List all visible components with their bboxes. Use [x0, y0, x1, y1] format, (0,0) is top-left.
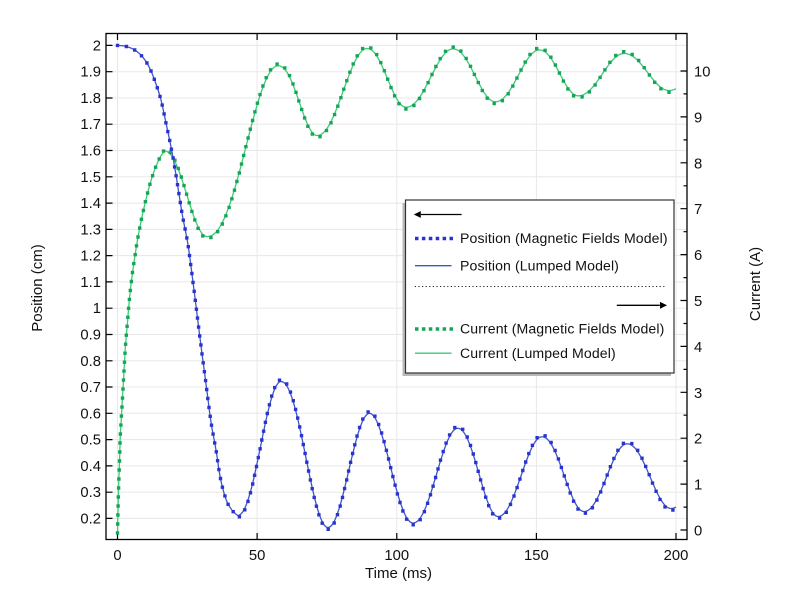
svg-text:Current (Magnetic Fields Model: Current (Magnetic Fields Model) — [460, 321, 664, 337]
svg-text:0: 0 — [113, 548, 121, 564]
svg-text:0.4: 0.4 — [80, 459, 101, 475]
svg-text:0.9: 0.9 — [80, 327, 101, 343]
svg-text:Position (Magnetic Fields Mode: Position (Magnetic Fields Model) — [460, 230, 668, 246]
svg-text:1.3: 1.3 — [80, 222, 101, 238]
svg-text:0.3: 0.3 — [80, 485, 101, 501]
svg-text:Time (ms): Time (ms) — [365, 565, 432, 582]
svg-text:2: 2 — [694, 432, 702, 448]
svg-text:10: 10 — [694, 65, 710, 81]
svg-text:7: 7 — [694, 202, 702, 218]
svg-text:3: 3 — [694, 386, 702, 402]
svg-text:4: 4 — [694, 340, 702, 356]
svg-text:1: 1 — [694, 478, 702, 494]
svg-text:100: 100 — [384, 548, 409, 564]
svg-text:1.4: 1.4 — [80, 196, 101, 212]
svg-text:200: 200 — [664, 548, 689, 564]
svg-text:1.7: 1.7 — [80, 117, 101, 133]
svg-text:Position (Lumped Model): Position (Lumped Model) — [460, 257, 619, 273]
svg-text:1.2: 1.2 — [80, 249, 101, 265]
svg-text:150: 150 — [524, 548, 549, 564]
svg-text:0: 0 — [694, 524, 702, 540]
svg-text:1.6: 1.6 — [80, 144, 101, 160]
svg-text:9: 9 — [694, 110, 702, 126]
svg-text:1.8: 1.8 — [80, 91, 101, 107]
svg-text:1.5: 1.5 — [80, 170, 101, 186]
svg-text:Current (Lumped Model): Current (Lumped Model) — [460, 345, 616, 361]
svg-text:8: 8 — [694, 156, 702, 172]
svg-text:0.2: 0.2 — [80, 511, 101, 527]
svg-text:1.1: 1.1 — [80, 275, 101, 291]
svg-text:1.9: 1.9 — [80, 65, 101, 81]
svg-text:2: 2 — [93, 38, 101, 54]
svg-text:0.7: 0.7 — [80, 380, 101, 396]
svg-text:Position (cm): Position (cm) — [29, 244, 46, 332]
svg-text:Current (A): Current (A) — [747, 247, 764, 321]
svg-text:6: 6 — [694, 248, 702, 264]
svg-text:0.5: 0.5 — [80, 433, 101, 449]
svg-text:5: 5 — [694, 294, 702, 310]
svg-text:50: 50 — [249, 548, 265, 564]
svg-text:0.6: 0.6 — [80, 406, 101, 422]
svg-text:1: 1 — [93, 301, 101, 317]
svg-text:0.8: 0.8 — [80, 354, 101, 370]
